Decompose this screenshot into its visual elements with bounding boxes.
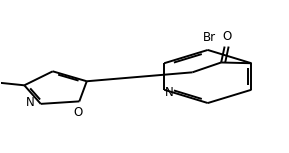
Text: N: N — [26, 96, 34, 109]
Text: O: O — [222, 30, 231, 43]
Text: N: N — [165, 86, 174, 99]
Text: O: O — [73, 106, 83, 119]
Text: Br: Br — [203, 31, 216, 44]
